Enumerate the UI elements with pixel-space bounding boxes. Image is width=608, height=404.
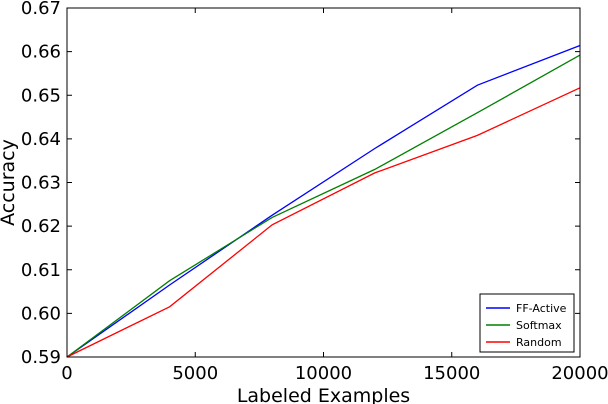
y-axis-title: Accuracy [0,139,19,226]
y-tick-label: 0.60 [21,303,61,324]
x-tick-label: 0 [61,363,72,384]
legend-label: Random [516,336,562,349]
series-line-softmax [66,54,581,358]
series-line-random [66,87,581,358]
x-tick-label: 15000 [423,363,480,384]
y-tick-label: 0.63 [21,173,61,194]
x-tick-label: 5000 [172,363,218,384]
y-tick-label: 0.67 [21,0,61,19]
legend: FF-Active Softmax Random [479,293,575,353]
y-tick-label: 0.62 [21,216,61,237]
plot-frame [66,7,581,358]
y-tick-label: 0.66 [21,42,61,63]
legend-label: Softmax [516,319,562,332]
x-tick-label: 20000 [551,363,608,384]
x-axis-title: Labeled Examples [237,385,410,404]
y-tick-label: 0.61 [21,260,61,281]
tick-labels: 0 5000 10000 15000 20000 0.59 0.60 0.61 0.62 0.63… [21,0,608,384]
legend-label: FF-Active [516,302,567,315]
y-tick-label: 0.59 [21,347,61,368]
y-tick-label: 0.64 [21,129,61,150]
x-tick-label: 10000 [295,363,352,384]
y-tick-label: 0.65 [21,85,61,106]
series-line-ff-active [66,44,581,358]
